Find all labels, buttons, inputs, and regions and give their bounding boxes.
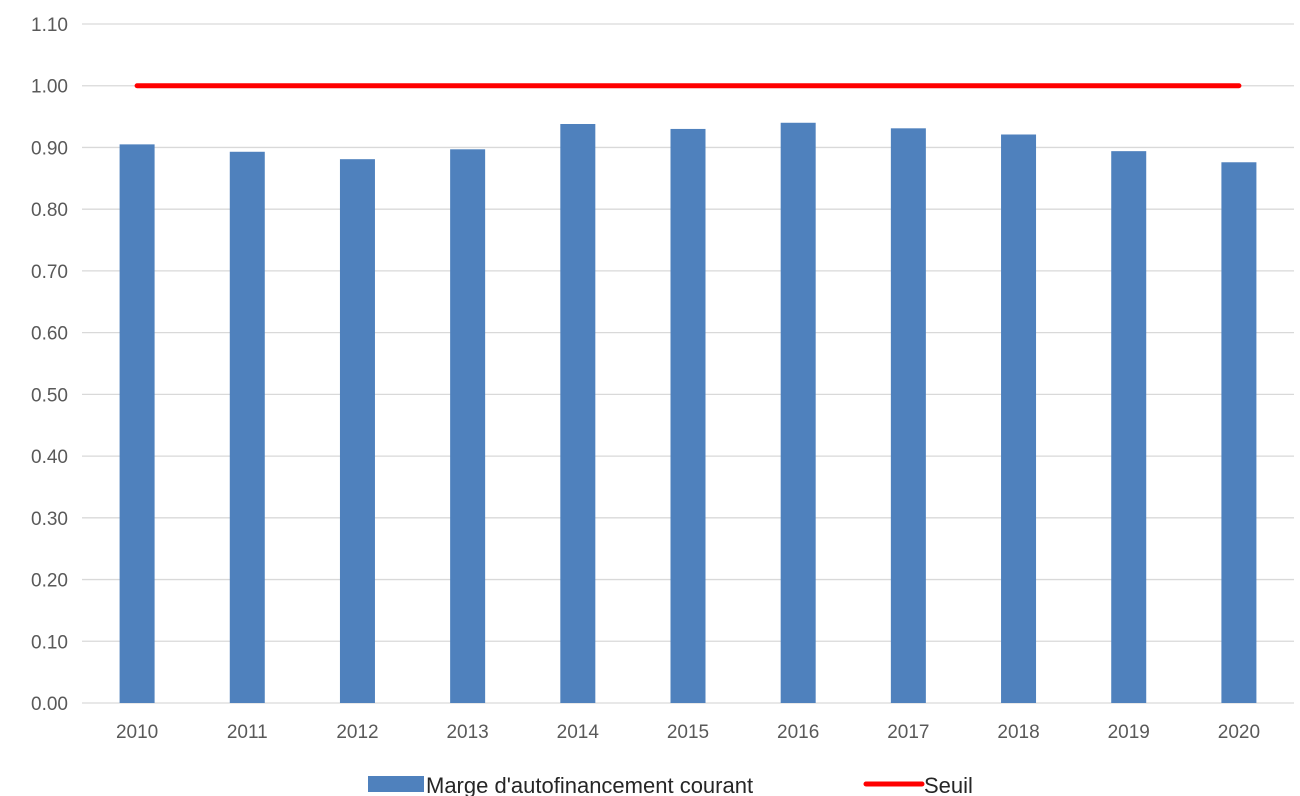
bar-2020 bbox=[1221, 162, 1257, 703]
bar-2010 bbox=[119, 144, 155, 704]
x-tick-label: 2018 bbox=[997, 722, 1039, 743]
y-tick-label: 0.40 bbox=[31, 447, 68, 468]
legend-swatch-bars bbox=[368, 776, 424, 792]
bar-series bbox=[119, 122, 1257, 704]
y-tick-label: 0.50 bbox=[31, 385, 68, 406]
x-tick-label: 2016 bbox=[777, 722, 819, 743]
y-tick-label: 0.20 bbox=[31, 571, 68, 592]
bar-2019 bbox=[1111, 151, 1147, 703]
legend-label-bars: Marge d'autofinancement courant bbox=[426, 773, 753, 796]
y-tick-label: 0.60 bbox=[31, 324, 68, 345]
x-tick-label: 2014 bbox=[557, 722, 600, 743]
bar-2018 bbox=[1001, 134, 1037, 703]
x-tick-label: 2013 bbox=[446, 722, 488, 743]
x-tick-label: 2010 bbox=[116, 722, 158, 743]
x-tick-label: 2015 bbox=[667, 722, 709, 743]
y-tick-label: 1.00 bbox=[31, 77, 68, 98]
x-tick-label: 2011 bbox=[227, 722, 268, 743]
y-tick-label: 0.80 bbox=[31, 200, 68, 221]
y-tick-label: 0.90 bbox=[31, 138, 68, 159]
y-tick-label: 1.10 bbox=[31, 15, 68, 36]
y-tick-label: 0.10 bbox=[31, 632, 68, 653]
bar-2016 bbox=[780, 122, 816, 704]
bar-2011 bbox=[229, 151, 265, 703]
bar-2012 bbox=[339, 159, 375, 703]
legend-label-line: Seuil bbox=[924, 773, 973, 796]
x-tick-label: 2020 bbox=[1218, 722, 1260, 743]
bar-2017 bbox=[890, 128, 926, 703]
bar-2015 bbox=[670, 128, 706, 703]
bar-2013 bbox=[450, 149, 486, 703]
x-tick-label: 2019 bbox=[1108, 722, 1150, 743]
y-tick-label: 0.00 bbox=[31, 694, 68, 715]
x-tick-label: 2017 bbox=[887, 722, 929, 743]
y-tick-label: 0.30 bbox=[31, 509, 68, 530]
x-tick-label: 2012 bbox=[336, 722, 378, 743]
y-tick-label: 0.70 bbox=[31, 262, 68, 283]
legend: Marge d'autofinancement courant Seuil bbox=[368, 773, 973, 796]
y-axis-tick-labels: 0.00 0.10 0.20 0.30 0.40 0.50 0.60 0.70 0.80 0.90… bbox=[31, 15, 68, 715]
bar-2014 bbox=[560, 123, 596, 704]
x-axis-tick-labels: 2010 2011 2012 2013 2014 2015 2016 2017 2018 2019… bbox=[116, 722, 1260, 743]
